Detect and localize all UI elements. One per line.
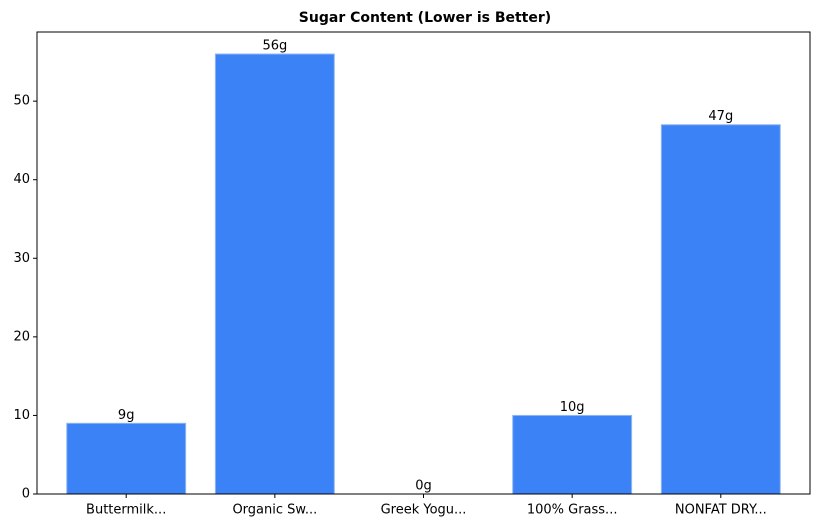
y-tick-label: 0 — [22, 487, 30, 502]
bar — [512, 414, 633, 495]
x-tick-label: 100% Grass... — [527, 503, 618, 518]
bar — [214, 53, 335, 495]
value-label: 0g — [415, 479, 432, 494]
chart-title: Sugar Content (Lower is Better) — [299, 10, 551, 26]
y-tick-label: 20 — [13, 329, 30, 344]
x-tick-label: Organic Sw... — [232, 503, 317, 518]
x-tick-label: Buttermilk... — [86, 503, 166, 518]
value-label: 9g — [118, 408, 135, 423]
y-tick-label: 10 — [13, 408, 30, 423]
x-tick-label: NONFAT DRY... — [675, 503, 767, 518]
value-label: 10g — [560, 400, 585, 415]
bar — [66, 422, 187, 495]
y-tick-label: 50 — [13, 94, 30, 109]
y-tick-label: 30 — [13, 251, 30, 266]
x-tick-label: Greek Yogu... — [381, 503, 467, 518]
plot-frame — [36, 31, 811, 495]
bar — [660, 124, 781, 495]
y-tick-label: 40 — [13, 172, 30, 187]
value-label: 56g — [262, 39, 287, 54]
value-label: 47g — [708, 109, 733, 124]
